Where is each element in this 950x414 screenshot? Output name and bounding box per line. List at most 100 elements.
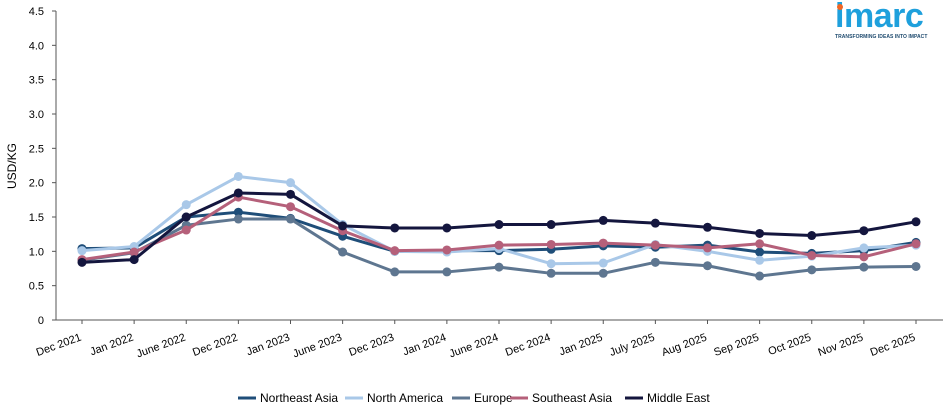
data-point [286, 202, 295, 212]
data-point [442, 223, 452, 233]
y-tick-label: 4.0 [29, 40, 44, 52]
data-point [181, 200, 191, 210]
y-tick-label: 2.0 [29, 178, 44, 190]
x-tick-label: Dec 2021 [35, 332, 83, 359]
imarc-logo: imarc TRANSFORMING IDEAS INTO IMPACT [833, 0, 933, 43]
data-point [859, 243, 869, 253]
data-point [494, 220, 504, 230]
data-point [755, 255, 765, 265]
data-point [286, 189, 295, 199]
data-point [755, 239, 765, 249]
data-point [233, 207, 243, 217]
legend-item: Northeast Asia [238, 391, 338, 405]
series-middle-east [77, 188, 921, 267]
data-point [338, 247, 348, 257]
data-point [181, 225, 191, 235]
x-tick-labels: Dec 2021 Jan 2022 June 2022 Dec 2022 Jan 202… [35, 320, 917, 360]
data-point [755, 271, 765, 281]
x-tick-label: June 2024 [448, 332, 500, 361]
y-tick-label: 1.5 [29, 212, 44, 224]
data-point [859, 252, 869, 262]
x-tick-label: June 2022 [135, 332, 187, 361]
x-tick-label: Jan 2023 [245, 332, 292, 359]
data-point [442, 267, 452, 277]
logo-tagline: TRANSFORMING IDEAS INTO IMPACT [835, 34, 928, 40]
data-point [390, 267, 400, 277]
data-point [494, 240, 504, 250]
data-point [598, 258, 608, 268]
y-tick-label: 2.5 [29, 143, 44, 155]
x-tick-label: Dec 2023 [347, 332, 395, 359]
x-tick-label: July 2025 [608, 332, 656, 359]
data-point [546, 259, 556, 269]
data-point [703, 222, 712, 232]
data-point [129, 247, 139, 257]
legend-item: North America [345, 391, 443, 405]
data-point [233, 171, 243, 181]
x-tick-label: Dec 2025 [869, 332, 917, 359]
legend-item: Europe [452, 391, 513, 405]
y-axis-label: USD/KG [5, 143, 19, 189]
data-point [650, 218, 660, 228]
x-tick-label: Dec 2022 [191, 332, 239, 359]
legend: Northeast Asia North America Europe Southea… [238, 391, 710, 405]
x-tick-label: June 2023 [291, 332, 343, 361]
data-point [911, 217, 921, 227]
data-point [286, 178, 295, 188]
data-point [338, 221, 348, 231]
legend-label: Middle East [647, 391, 710, 405]
x-tick-label: Jan 2025 [558, 332, 605, 359]
data-point [859, 262, 869, 272]
x-tick-label: Nov 2025 [817, 332, 865, 359]
data-point [181, 212, 191, 222]
data-point [442, 245, 452, 255]
y-tick-label: 0.5 [29, 281, 44, 293]
y-tick-label: 0 [38, 315, 44, 327]
data-point [911, 239, 921, 249]
data-point [703, 261, 712, 271]
data-point [494, 262, 504, 272]
data-point [546, 220, 556, 230]
x-tick-label: Sep 2025 [712, 332, 760, 359]
data-point [859, 226, 869, 236]
logo-wordmark: imarc [835, 0, 924, 35]
legend-label: Northeast Asia [260, 391, 338, 405]
data-point [755, 247, 765, 257]
legend-label: North America [367, 391, 443, 405]
data-point [546, 239, 556, 249]
x-tick-label: Dec 2024 [504, 332, 552, 359]
legend-item: Middle East [625, 391, 710, 405]
y-tick-label: 4.5 [29, 6, 44, 18]
series-group [77, 171, 921, 281]
data-point [286, 214, 295, 224]
x-tick-label: Aug 2025 [660, 332, 708, 359]
legend-label: Southeast Asia [532, 391, 612, 405]
data-point [807, 265, 817, 275]
data-point [755, 228, 765, 238]
x-tick-label: Jan 2024 [401, 332, 448, 359]
data-point [650, 257, 660, 267]
data-point [233, 188, 243, 198]
data-point [390, 246, 400, 256]
x-tick-label: Oct 2025 [767, 332, 813, 359]
data-point [546, 268, 556, 278]
data-point [598, 215, 608, 225]
data-point [911, 261, 921, 271]
data-point [598, 268, 608, 278]
data-point [807, 231, 817, 241]
data-point [703, 243, 712, 253]
logo-dot-icon [837, 4, 843, 10]
data-point [129, 255, 139, 265]
y-tick-label: 3.0 [29, 109, 44, 121]
x-tick-label: Jan 2022 [89, 332, 136, 359]
data-point [807, 250, 817, 260]
legend-item: Southeast Asia [510, 391, 612, 405]
data-point [77, 246, 87, 256]
data-point [598, 238, 608, 248]
data-point [390, 223, 400, 233]
y-tick-label: 3.5 [29, 75, 44, 87]
data-point [77, 257, 87, 267]
data-point [233, 214, 243, 224]
y-tick-labels: 0 0.5 1.0 1.5 2.0 2.5 3.0 3.5 4.0 4.5 [29, 6, 56, 327]
